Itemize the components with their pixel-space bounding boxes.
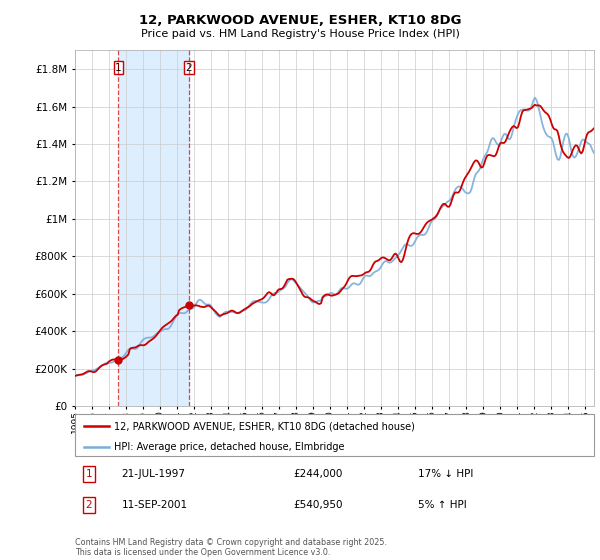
Text: 2: 2 xyxy=(85,500,92,510)
Text: 21-JUL-1997: 21-JUL-1997 xyxy=(122,469,186,479)
Text: HPI: Average price, detached house, Elmbridge: HPI: Average price, detached house, Elmb… xyxy=(114,442,344,452)
Text: Contains HM Land Registry data © Crown copyright and database right 2025.
This d: Contains HM Land Registry data © Crown c… xyxy=(75,538,387,557)
Text: Price paid vs. HM Land Registry's House Price Index (HPI): Price paid vs. HM Land Registry's House … xyxy=(140,29,460,39)
Text: 1: 1 xyxy=(115,63,122,73)
Text: 12, PARKWOOD AVENUE, ESHER, KT10 8DG: 12, PARKWOOD AVENUE, ESHER, KT10 8DG xyxy=(139,14,461,27)
Text: 1: 1 xyxy=(85,469,92,479)
Text: 2: 2 xyxy=(185,63,193,73)
Text: £244,000: £244,000 xyxy=(293,469,343,479)
Text: 5% ↑ HPI: 5% ↑ HPI xyxy=(418,500,466,510)
Text: 11-SEP-2001: 11-SEP-2001 xyxy=(122,500,188,510)
Text: 12, PARKWOOD AVENUE, ESHER, KT10 8DG (detached house): 12, PARKWOOD AVENUE, ESHER, KT10 8DG (de… xyxy=(114,421,415,431)
Text: £540,950: £540,950 xyxy=(293,500,343,510)
Text: 17% ↓ HPI: 17% ↓ HPI xyxy=(418,469,473,479)
